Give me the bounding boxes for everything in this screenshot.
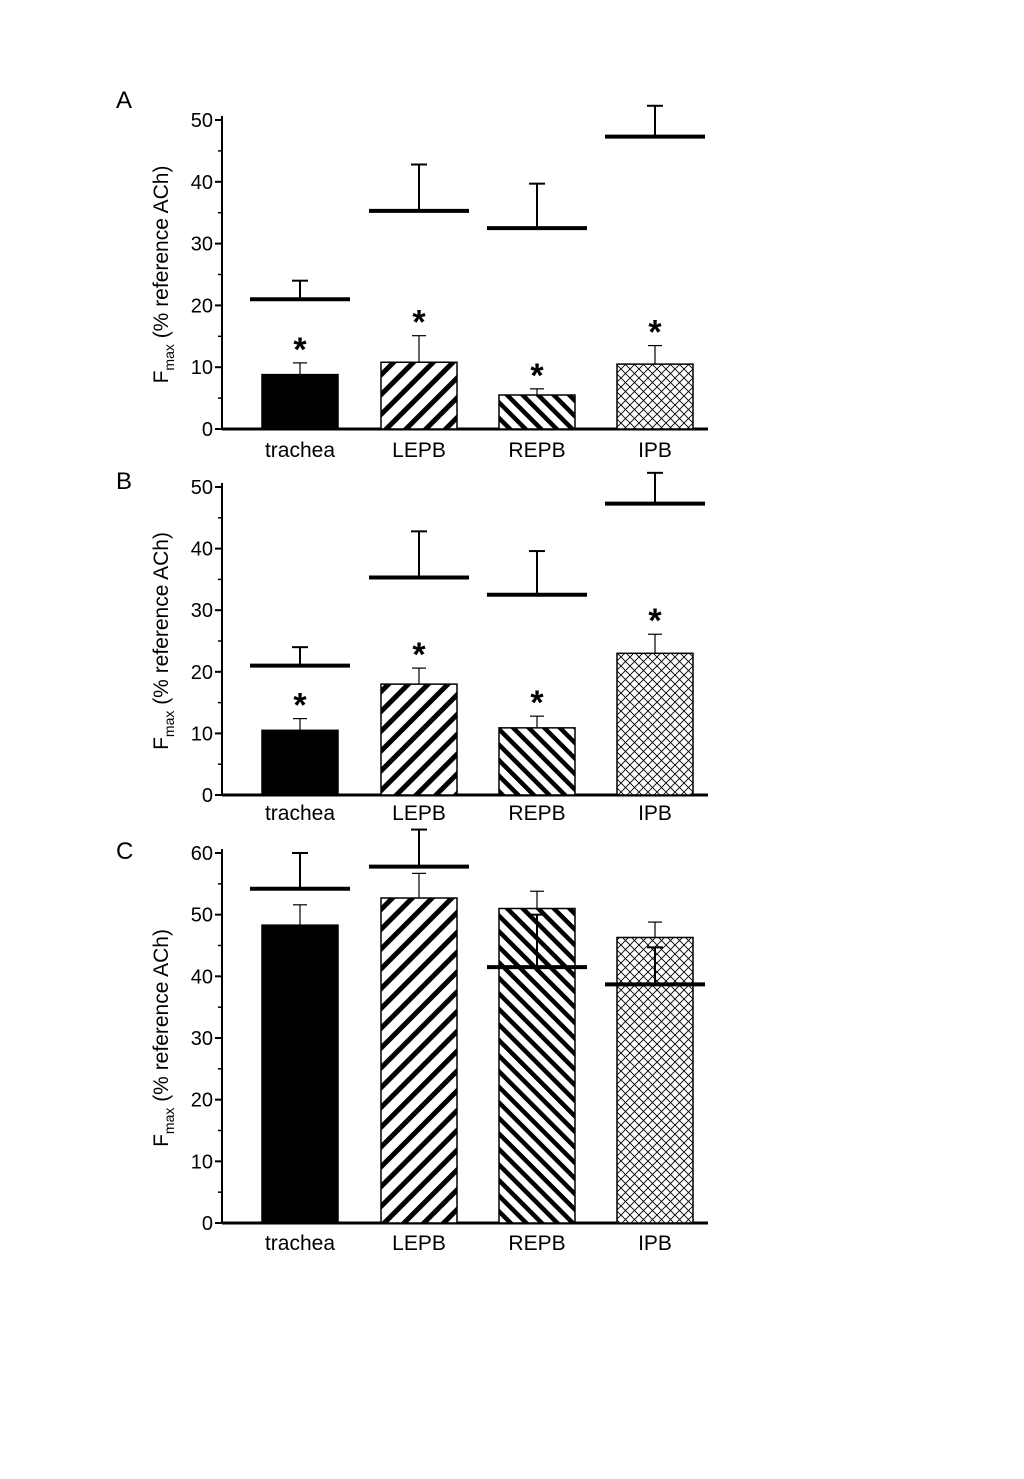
x-category-label: trachea xyxy=(265,439,335,462)
y-axis-label-subscript: max xyxy=(161,711,177,737)
y-tick-label: 0 xyxy=(202,1213,213,1235)
x-category-label: IPB xyxy=(638,439,672,462)
bar-trachea xyxy=(261,924,339,1224)
y-tick-label: 30 xyxy=(191,234,213,256)
y-axis-label: Fmax (% reference ACh) xyxy=(150,929,177,1147)
bar-ipb xyxy=(616,363,694,430)
y-tick-label: 0 xyxy=(202,785,213,807)
y-axis-label-main: F xyxy=(150,737,173,750)
significance-marker: * xyxy=(530,357,544,395)
y-tick-label: 10 xyxy=(191,357,213,379)
panel-label: A xyxy=(116,87,132,114)
y-tick-label: 40 xyxy=(191,966,213,988)
panel-c: C 0 10 20 30 40 50 60 Fmax (% reference ACh) trac… xyxy=(116,828,708,1255)
y-axis-label-main: F xyxy=(150,1134,173,1147)
y-tick-label: 0 xyxy=(202,419,213,441)
y-tick-label: 30 xyxy=(191,1028,213,1050)
y-axis-label-subscript: max xyxy=(161,344,177,370)
y-axis-label-unit: (% reference ACh) xyxy=(150,532,173,711)
y-tick-label: 50 xyxy=(191,477,213,499)
y-tick-label: 20 xyxy=(191,295,213,317)
y-tick-label: 30 xyxy=(191,600,213,622)
significance-marker: * xyxy=(648,602,662,640)
significance-marker: * xyxy=(648,314,662,352)
x-category-label: IPB xyxy=(638,1232,672,1255)
bar-lepb xyxy=(380,897,458,1224)
bar-lepb xyxy=(380,683,458,796)
y-tick-label: 50 xyxy=(191,110,213,132)
y-axis-label: Fmax (% reference ACh) xyxy=(150,532,177,750)
x-category-label: IPB xyxy=(638,802,672,825)
bar-repb xyxy=(498,727,576,796)
panel-b: B 0 10 20 30 40 50 Fmax (% reference ACh) * trach… xyxy=(116,468,708,825)
panel-a: A 0 10 20 30 40 50 Fmax (% reference ACh) * trach… xyxy=(116,87,708,462)
x-category-label: REPB xyxy=(508,439,565,462)
bar-trachea xyxy=(261,373,339,430)
bar-repb xyxy=(498,394,576,430)
y-axis-label-unit: (% reference ACh) xyxy=(150,166,173,345)
x-category-label: LEPB xyxy=(392,802,446,825)
panel-label: C xyxy=(116,838,133,865)
y-axis-label-main: F xyxy=(150,371,173,384)
bar-ipb xyxy=(616,652,694,796)
y-tick-label: 10 xyxy=(191,723,213,745)
x-category-label: trachea xyxy=(265,802,335,825)
significance-marker: * xyxy=(412,304,426,342)
y-axis-label-unit: (% reference ACh) xyxy=(150,929,173,1108)
significance-marker: * xyxy=(530,684,544,722)
panel-label: B xyxy=(116,468,132,495)
y-tick-label: 20 xyxy=(191,1090,213,1112)
x-category-label: LEPB xyxy=(392,1232,446,1255)
x-category-label: REPB xyxy=(508,802,565,825)
y-tick-label: 50 xyxy=(191,905,213,927)
bar-trachea xyxy=(261,729,339,796)
significance-marker: * xyxy=(293,331,307,369)
x-category-label: trachea xyxy=(265,1232,335,1255)
y-axis-label-subscript: max xyxy=(161,1108,177,1134)
bar-lepb xyxy=(380,361,458,430)
y-tick-label: 60 xyxy=(191,843,213,865)
significance-marker: * xyxy=(293,687,307,725)
x-category-label: LEPB xyxy=(392,439,446,462)
y-axis-label: Fmax (% reference ACh) xyxy=(150,166,177,384)
y-tick-label: 40 xyxy=(191,539,213,561)
y-tick-label: 40 xyxy=(191,172,213,194)
x-category-label: REPB xyxy=(508,1232,565,1255)
y-tick-label: 10 xyxy=(191,1151,213,1173)
y-tick-label: 20 xyxy=(191,662,213,684)
significance-marker: * xyxy=(412,636,426,674)
